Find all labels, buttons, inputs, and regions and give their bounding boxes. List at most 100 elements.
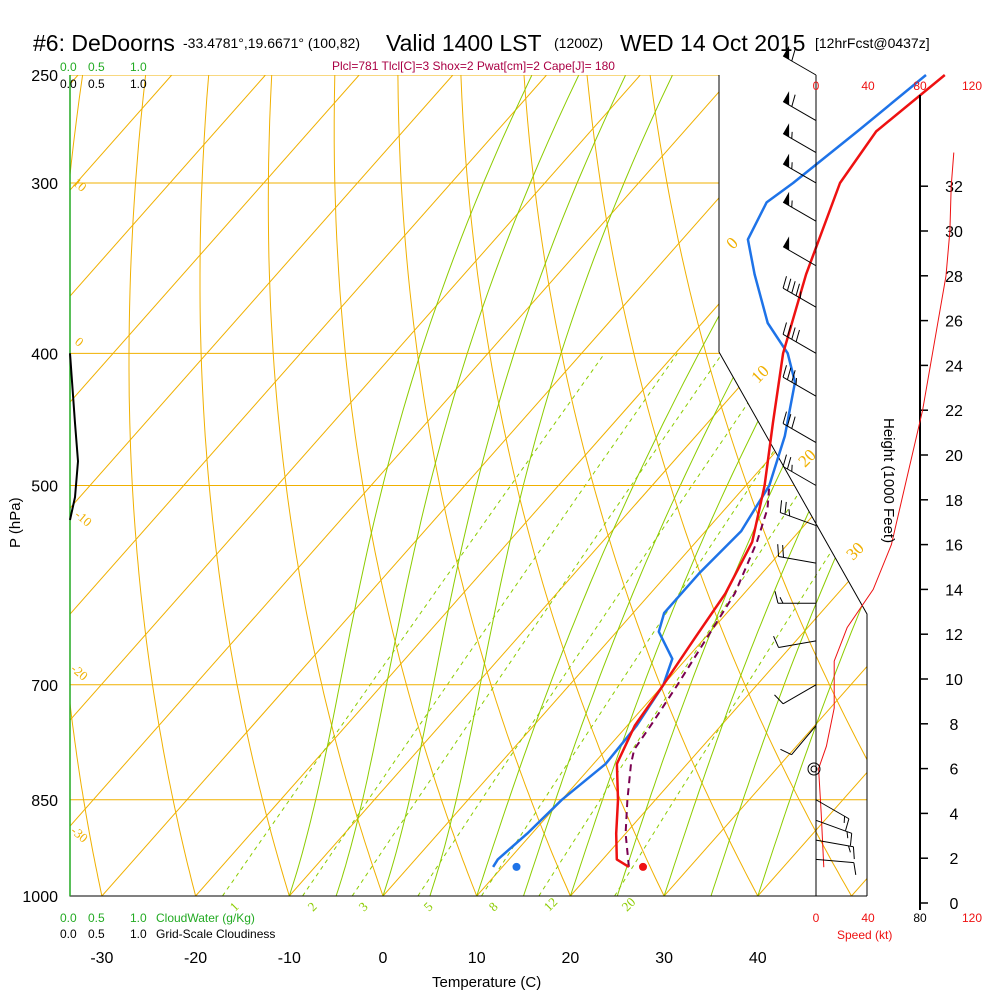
speed-bottom-tick: 120	[962, 911, 982, 925]
height-tick-label: 14	[945, 582, 963, 599]
wind-barb-staff	[782, 287, 817, 308]
temperature-tick-label: -30	[90, 950, 113, 967]
dry-adiabat-line	[523, 75, 759, 896]
temperature-tick-label: 10	[468, 950, 486, 967]
temperature-tick-label: 0	[379, 950, 388, 967]
cloudwater-top-tick: 0.0	[60, 60, 77, 74]
moist-adiabat-line	[382, 75, 627, 896]
station-coords: -33.4781°,19.6671° (100,82)	[183, 35, 360, 51]
wind-barb-staff	[782, 423, 817, 443]
speed-axis-title: Speed (kt)	[837, 928, 892, 942]
cloudwater-bottom-tick: 0.0	[60, 911, 77, 925]
height-tick-label: 2	[950, 851, 959, 868]
wind-barb-flag	[782, 322, 787, 335]
wind-barb-staff	[782, 333, 817, 354]
wind-barb-flag	[791, 281, 796, 294]
temperature-tick-label: 30	[655, 950, 673, 967]
station-title: #6: DeDoorns	[33, 30, 175, 56]
wind-barb-flag	[782, 365, 787, 378]
wind-barb	[782, 123, 817, 154]
dry-adiabat-line	[460, 75, 665, 896]
speed-bottom-tick: 0	[813, 911, 820, 925]
height-tick-label: 24	[945, 358, 963, 375]
cloudwater-top-tick: 1.0	[130, 60, 147, 74]
height-axis-title: Height (1000 Feet)	[880, 418, 897, 543]
wind-barb-pennant	[783, 91, 790, 106]
stability-indices: Plcl=781 Tlcl[C]=3 Shox=2 Pwat[cm]=2 Cap…	[332, 59, 615, 73]
dry-adiabat-line	[70, 75, 103, 896]
wind-barb-flag	[791, 94, 796, 107]
wind-barb-flag	[845, 818, 850, 831]
cloudiness-top-tick: 0.0	[60, 77, 77, 91]
cloudiness-bottom-tick: 0.0	[60, 927, 77, 941]
mixing-ratio-line	[614, 353, 867, 896]
temperature-line	[614, 74, 946, 868]
wind-barb-flag	[782, 544, 785, 558]
wind-barb-flag	[786, 456, 792, 470]
wind-barb-pennant	[783, 45, 790, 60]
wind-barb-flag	[791, 370, 796, 383]
wind-barb	[777, 544, 817, 564]
calm-wind-inner-circle	[810, 765, 818, 773]
wind-barb-flag	[786, 324, 792, 337]
temperature-tick-label: -10	[278, 950, 301, 967]
wind-barb-flag	[780, 748, 792, 756]
dry-adiabat-line	[397, 75, 571, 896]
pressure-tick-label: 850	[31, 793, 58, 810]
cloud-legend: 0.0 0.0 0.0 0.0 0.5 0.5 0.5 0.5 1.0 1.0 1.0 1.0	[60, 60, 147, 941]
cloudiness-top-tick: 1.0	[130, 77, 147, 91]
cloudwater-legend-label: CloudWater (g/Kg)	[156, 911, 255, 925]
wind-barb-flag	[791, 416, 796, 429]
height-tick-label: 10	[945, 672, 963, 689]
wind-barb-staff	[815, 858, 854, 864]
isotherm-line	[663, 75, 867, 896]
dry-adiabat-line	[199, 75, 290, 896]
mixing-ratio-label: 5	[421, 899, 436, 914]
speed-bottom-tick: 80	[913, 911, 927, 925]
wind-barb-pennant	[783, 123, 790, 138]
height-tick-label: 32	[945, 179, 963, 196]
mixing-ratio-label: 20	[619, 894, 639, 914]
wind-barb-staff	[782, 466, 817, 486]
height-tick-label: 0	[950, 896, 959, 913]
height-tick-label: 8	[950, 717, 959, 734]
cloudwater-line	[69, 353, 80, 521]
mixing-ratio-label: 12	[541, 894, 561, 914]
height-tick-label: 18	[945, 493, 963, 510]
wind-barb-staff	[815, 819, 852, 834]
wind-barb-flag	[849, 833, 853, 846]
wind-barb-flag	[777, 544, 780, 557]
wind-barb-staff	[782, 376, 817, 397]
wind-barb	[774, 591, 816, 604]
wind-barb-pennant	[783, 236, 790, 251]
wind-speed-line	[818, 152, 955, 868]
wind-barb	[782, 236, 817, 267]
wind-barb-flag	[848, 845, 851, 853]
wind-barb-staff	[780, 512, 817, 527]
wind-barb-flag	[852, 846, 855, 860]
pressure-tick-label: 400	[31, 346, 58, 363]
isotherm-label: 0	[72, 334, 87, 350]
speed-top-tick: 120	[962, 79, 982, 93]
wind-barb-flag	[795, 283, 800, 296]
wind-barb-flag	[779, 500, 783, 513]
wind-barb-flag	[786, 367, 792, 380]
dry-adiabat-line	[333, 75, 478, 896]
moist-adiabat-line	[335, 75, 580, 896]
height-tick-label: 26	[945, 314, 963, 331]
wind-barb-staff	[782, 684, 817, 705]
wind-barb-flag	[846, 831, 849, 839]
wind-barb-flag	[774, 591, 779, 604]
cloudiness-top-tick: 0.5	[88, 77, 105, 91]
pressure-tick-label: 500	[31, 479, 58, 496]
temperature-tick-label: 20	[562, 950, 580, 967]
dewpoint-line	[492, 74, 927, 868]
wind-barb	[782, 91, 817, 122]
wind-barb-flag	[784, 501, 787, 515]
speed-top-tick: 40	[861, 79, 875, 93]
temperature-tick-label: -20	[184, 950, 207, 967]
wind-barb-flag	[782, 411, 787, 424]
isotherm-line	[70, 75, 360, 896]
mixing-ratio-line	[417, 353, 783, 896]
